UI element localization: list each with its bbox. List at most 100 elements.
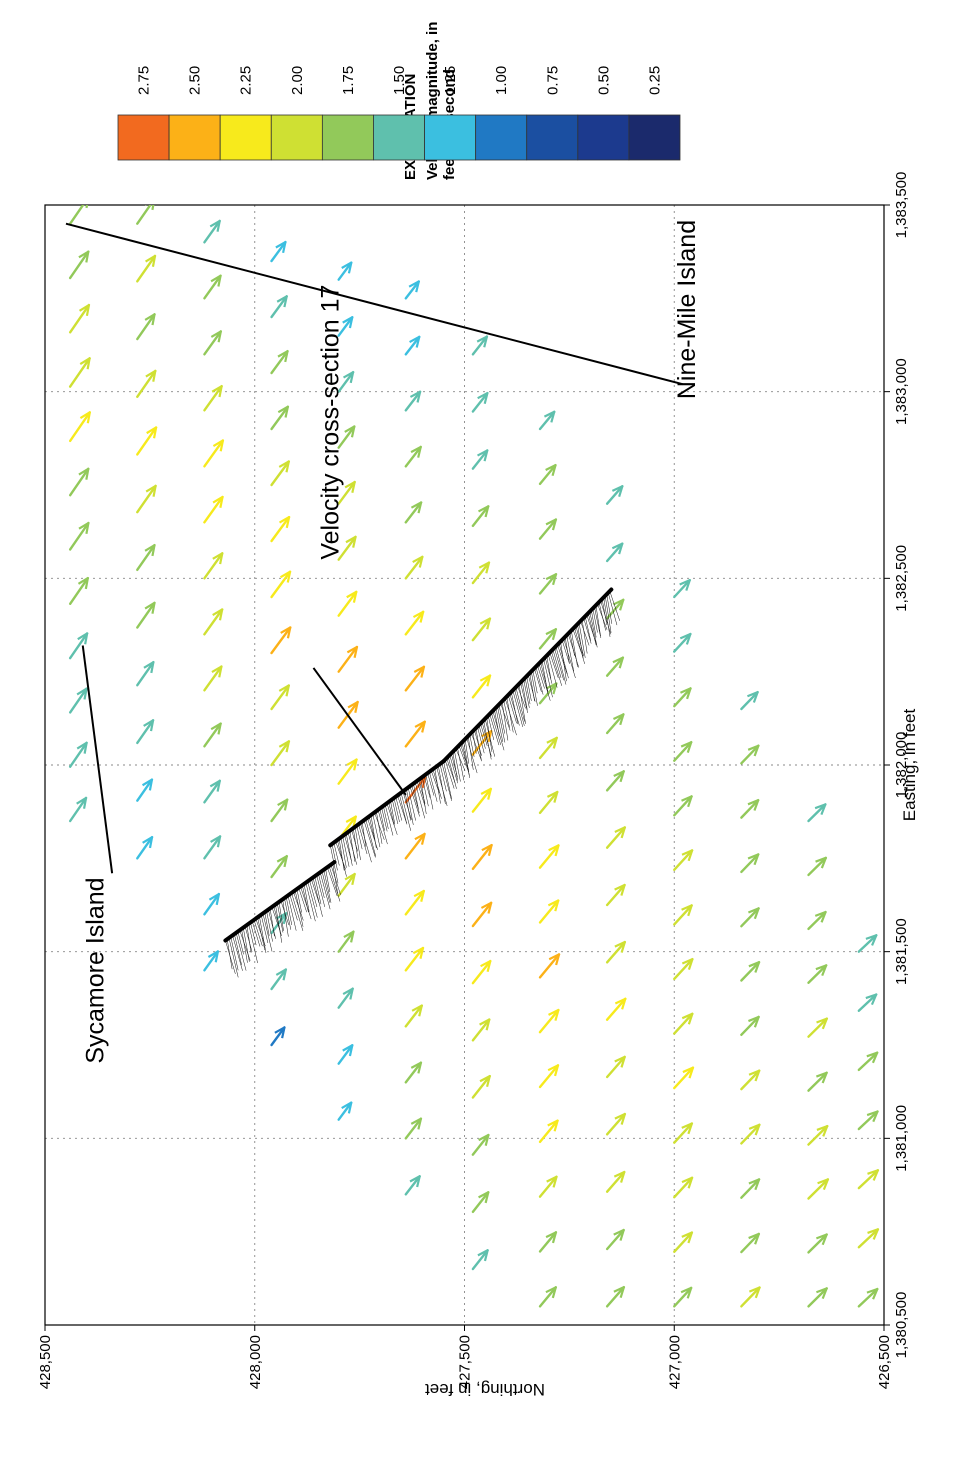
velocity-vector-head [613, 1170, 626, 1183]
velocity-vector [471, 335, 489, 356]
velocity-vector-head [210, 274, 222, 287]
velocity-vector-head [478, 505, 490, 518]
velocity-vector-head [408, 280, 420, 293]
velocity-vector [538, 1231, 558, 1253]
velocity-vector [807, 1178, 830, 1200]
cross-section-vector [529, 672, 535, 702]
velocity-vector [538, 790, 559, 815]
velocity-vector-head [681, 904, 693, 917]
velocity-vector-head [280, 626, 292, 639]
velocity-vector [471, 561, 491, 585]
velocity-vector-head [480, 901, 493, 914]
cross-section-vector [606, 594, 613, 624]
x-tick-group: 1,380,500 [893, 1292, 910, 1359]
cross-section-vector [370, 815, 377, 849]
velocity-vector [337, 645, 359, 673]
velocity-vector [270, 460, 291, 487]
velocity-vector-head [747, 799, 760, 811]
cross-section-vector [483, 720, 492, 760]
velocity-vector-head [412, 946, 425, 959]
cross-section-vector [504, 698, 517, 736]
cross-section-vector [434, 767, 441, 804]
velocity-vector-head [814, 910, 827, 923]
cross-section-vector [546, 655, 552, 679]
y-tick-label: 427,500 [457, 1335, 474, 1389]
velocity-vector [471, 1018, 491, 1042]
cross-section-vector [303, 883, 310, 912]
velocity-vector [404, 445, 422, 468]
cross-section-vector [337, 839, 347, 877]
cross-section-vector [507, 695, 517, 724]
cross-section-vector [512, 690, 524, 728]
legend-swatch [577, 114, 630, 161]
cross-section-vector [406, 788, 414, 825]
cross-section-vector [237, 931, 244, 955]
velocity-vector-head [78, 303, 91, 317]
velocity-vector-head [548, 953, 561, 966]
cross-section-vector [463, 740, 470, 778]
cross-section-vector [335, 841, 346, 870]
cross-section-vector [521, 680, 528, 710]
annotation-label: Nine-Mile Island [673, 220, 701, 399]
velocity-vector [337, 425, 356, 449]
velocity-vector [605, 1285, 626, 1308]
legend-label-group: 1.50 [391, 66, 408, 95]
velocity-vector-head [342, 987, 354, 1000]
velocity-vector [605, 1170, 626, 1193]
velocity-vector [136, 426, 158, 456]
velocity-vector-head [146, 426, 158, 439]
velocity-vector [471, 843, 493, 871]
y-tick-label: 426,500 [876, 1335, 893, 1389]
legend-swatch [628, 114, 681, 161]
velocity-vector-head [274, 1026, 286, 1039]
x-tick-label: 1,381,500 [893, 918, 910, 985]
velocity-vector-head [79, 357, 91, 370]
velocity-vector-head [614, 997, 627, 1010]
velocity-vector-head [477, 1249, 489, 1262]
velocity-vector [337, 370, 355, 393]
velocity-vector-head [748, 1232, 760, 1245]
velocity-vector [740, 1123, 761, 1145]
velocity-vector [337, 480, 356, 505]
cross-section-vector [609, 591, 621, 621]
velocity-vector-head [413, 889, 425, 902]
velocity-vector-head [816, 1233, 828, 1246]
cross-section-vector [386, 803, 398, 835]
cross-section-vector [356, 825, 363, 850]
velocity-vector [68, 411, 92, 443]
cross-section-vector [551, 650, 562, 686]
annotation-label: Velocity cross-section 17 [317, 285, 345, 560]
cross-section-vector [314, 876, 322, 905]
cross-section-vector [310, 878, 320, 904]
cross-section-vector [538, 663, 551, 701]
velocity-vector [471, 1133, 490, 1156]
velocity-vector [136, 484, 157, 514]
velocity-vector [68, 632, 89, 660]
cross-section-vector [575, 625, 584, 657]
velocity-vector-head [212, 608, 224, 621]
cross-section-vector [409, 786, 420, 817]
velocity-vector [605, 940, 627, 964]
cross-section-vector [332, 863, 338, 894]
cross-section-vector [552, 649, 562, 678]
velocity-vector-head [341, 1101, 353, 1114]
velocity-vector-head [212, 439, 225, 452]
cross-section-vector [423, 775, 431, 798]
cross-section-vector [244, 926, 253, 952]
legend-swatch [270, 114, 323, 161]
velocity-vector-head [545, 518, 558, 531]
velocity-vector-head [547, 899, 560, 912]
cross-section-vector [368, 816, 375, 839]
velocity-vector-head [681, 1122, 693, 1135]
cross-section-vector [458, 745, 469, 772]
velocity-vector [337, 872, 356, 897]
velocity-vector-head [679, 579, 691, 591]
velocity-vector [136, 205, 152, 225]
cross-section-vector [466, 737, 478, 774]
velocity-vector [673, 795, 693, 817]
velocity-vector [471, 1074, 491, 1099]
cross-section-vector [257, 917, 266, 951]
cross-section-line [328, 759, 446, 848]
cross-section-vector [285, 896, 293, 926]
